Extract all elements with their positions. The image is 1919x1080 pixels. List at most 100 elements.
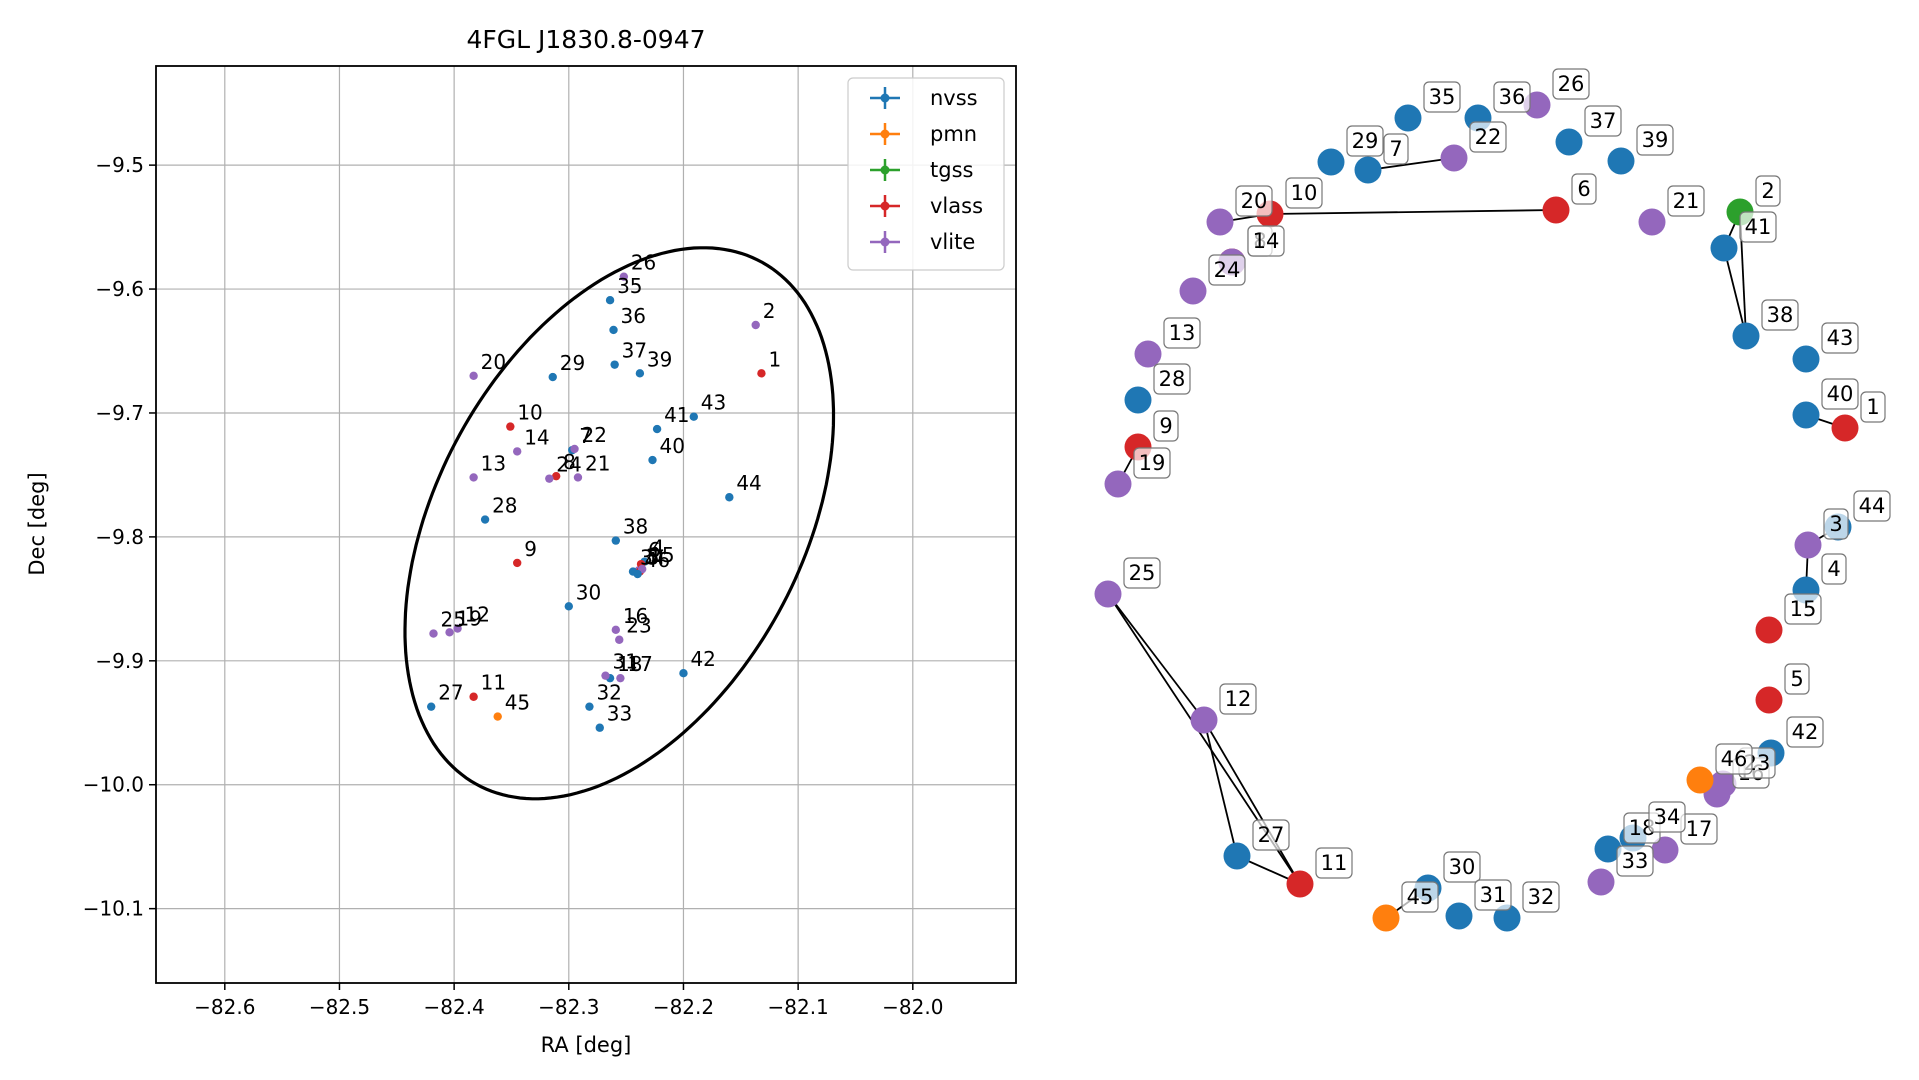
data-point — [585, 702, 594, 711]
uncertainty-ellipse-layer — [403, 246, 836, 801]
network-node — [1732, 322, 1760, 350]
data-point — [480, 515, 490, 524]
network-node-label: 11 — [1321, 851, 1348, 875]
network-label-box — [1469, 121, 1507, 153]
x-tick-label: −82.1 — [767, 995, 828, 1019]
x-tick-label: −82.5 — [309, 995, 370, 1019]
data-point — [609, 325, 618, 335]
point-label: 12 — [465, 603, 490, 627]
data-point — [610, 360, 619, 369]
legend-label-pmn: pmn — [930, 122, 977, 146]
point-label: 4 — [651, 536, 664, 560]
network-label-box — [1401, 881, 1439, 913]
point-label: 8 — [563, 450, 576, 474]
network-edge — [1203, 719, 1238, 857]
network-label-box — [1616, 845, 1654, 877]
network-node-label: 13 — [1169, 321, 1196, 345]
network-node-label: 43 — [1827, 326, 1854, 350]
network-node — [1755, 616, 1783, 644]
network-node — [1686, 766, 1714, 794]
network-node — [1190, 706, 1218, 734]
point-label: 11 — [481, 671, 506, 695]
network-label-box — [1153, 363, 1191, 395]
point-label: 22 — [582, 423, 607, 447]
network-node-label: 28 — [1159, 367, 1186, 391]
network-node — [1587, 868, 1615, 896]
network-node — [1124, 386, 1152, 414]
network-label-box — [1208, 254, 1246, 286]
network-node-label: 25 — [1129, 561, 1156, 585]
network-node — [1134, 340, 1162, 368]
data-point — [429, 629, 438, 638]
data-point — [570, 444, 579, 454]
y-axis-ticks: −9.5 −9.6 −9.7 −9.8 −9.9 −10.0 −10.1 — [83, 153, 156, 921]
x-axis-label: RA [deg] — [541, 1033, 632, 1057]
point-label: 7 — [579, 424, 592, 448]
network-node — [1555, 128, 1583, 156]
network-node-label: 12 — [1225, 687, 1252, 711]
data-point — [611, 536, 621, 545]
network-node-label: 41 — [1745, 215, 1772, 239]
network-node — [1094, 580, 1122, 608]
network-node — [1354, 156, 1382, 184]
network-node-label: 2 — [1761, 179, 1774, 203]
point-label: 10 — [517, 401, 542, 425]
network-label-box — [1636, 124, 1674, 156]
legend-label-vlass: vlass — [930, 194, 983, 218]
point-label: 21 — [585, 451, 610, 475]
network-node-label: 22 — [1475, 125, 1502, 149]
network-node — [1445, 902, 1473, 930]
data-point — [445, 628, 454, 637]
network-label-box — [1493, 81, 1531, 113]
network-label-box — [1443, 851, 1481, 883]
network-label-box — [1474, 879, 1512, 911]
network-label-box — [1821, 553, 1847, 585]
data-point — [679, 669, 688, 678]
network-node-label: 1 — [1866, 395, 1879, 419]
data-point — [545, 474, 554, 483]
network-label-box — [1346, 125, 1384, 157]
point-label: 43 — [701, 391, 726, 415]
point-label: 37 — [622, 339, 647, 363]
x-axis-ticks: −82.6 −82.5 −82.4 −82.3 −82.2 −82.1 −82.0 — [194, 983, 943, 1019]
network-node-label: 19 — [1139, 451, 1166, 475]
network-node-label: 45 — [1407, 885, 1434, 909]
network-edge — [1723, 247, 1747, 337]
point-label: 38 — [623, 515, 648, 539]
network-node-label: 21 — [1673, 189, 1700, 213]
x-tick-label: −82.0 — [882, 995, 943, 1019]
network-label-box — [1784, 663, 1810, 695]
data-point — [469, 473, 478, 482]
data-point — [605, 296, 615, 305]
network-node-label: 17 — [1686, 817, 1713, 841]
network-node — [1792, 401, 1820, 429]
point-label: 30 — [576, 580, 601, 604]
point-label: 36 — [621, 304, 646, 328]
point-label: 24 — [556, 453, 581, 477]
point-label: 32 — [596, 681, 621, 705]
y-tick-label: −10.1 — [83, 897, 144, 921]
network-node-label: 24 — [1214, 258, 1241, 282]
y-tick-label: −9.5 — [95, 153, 144, 177]
network-label-box — [1252, 819, 1290, 851]
network-node — [1317, 148, 1345, 176]
data-point — [427, 702, 436, 711]
point-label: 40 — [660, 434, 685, 458]
x-tick-label: −82.3 — [538, 995, 599, 1019]
network-node — [1755, 686, 1783, 714]
network-node — [1794, 531, 1822, 559]
legend: nvss pmn tgss vlass vlite — [847, 77, 1005, 271]
legend-dot-pmn — [880, 129, 890, 139]
point-label: 23 — [626, 614, 651, 638]
y-axis-label: Dec [deg] — [25, 472, 49, 575]
data-point — [619, 272, 629, 281]
point-label: 26 — [631, 251, 656, 275]
network-node — [1104, 470, 1132, 498]
network-node-label: 10 — [1291, 181, 1318, 205]
network-node — [1594, 835, 1622, 863]
network-label-box — [1648, 801, 1686, 833]
data-point — [689, 412, 698, 421]
network-node — [1372, 904, 1400, 932]
network-label-box — [1552, 68, 1590, 100]
data-point — [573, 473, 583, 482]
